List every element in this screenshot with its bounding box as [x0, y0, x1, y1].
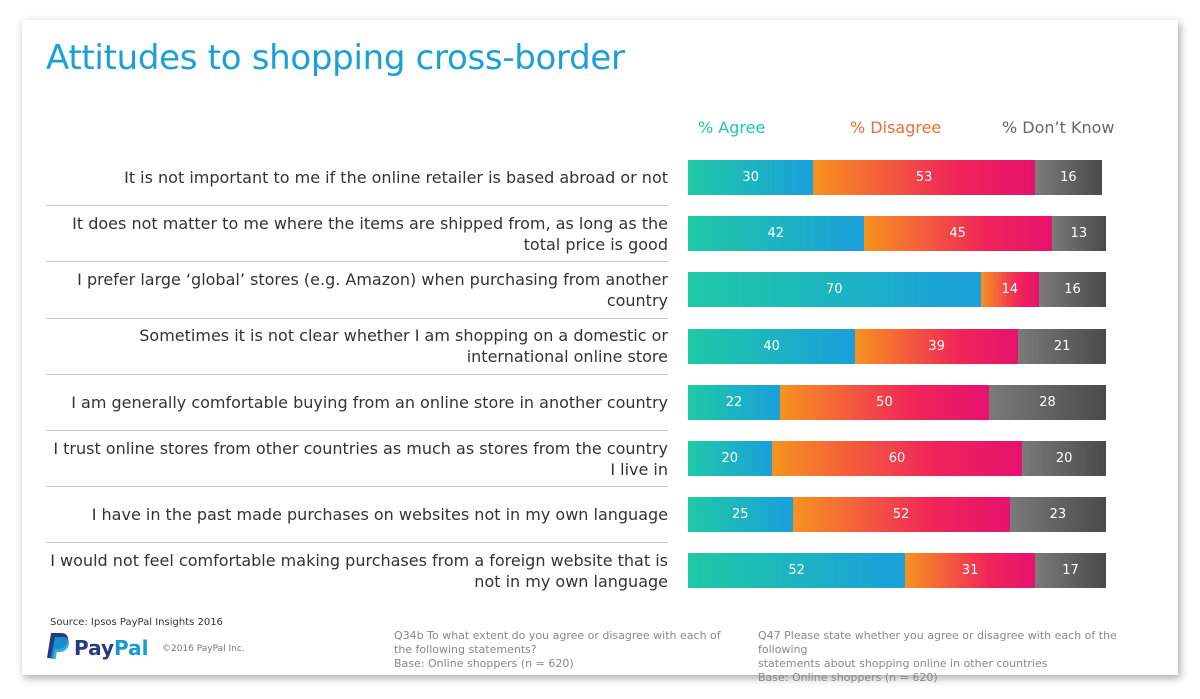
bar-segment-disagree: 60 [771, 441, 1023, 476]
bar-segment-dont-know: 20 [1022, 441, 1106, 476]
question-note-q47: Q47 Please state whether you agree or di… [758, 629, 1117, 684]
row-label: Sometimes it is not clear whether I am s… [139, 326, 668, 367]
bar-segment-dont-know: 13 [1051, 216, 1106, 252]
legend-disagree: % Disagree [850, 118, 942, 137]
bar-segment-disagree: 53 [813, 160, 1035, 195]
legend-dont-know: % Don’t Know [1002, 118, 1115, 137]
bar-segment-agree: 42 [688, 216, 864, 252]
row-label: I would not feel comfortable making purc… [50, 550, 668, 591]
bar-segment-agree: 30 [688, 160, 814, 195]
row-label: I have in the past made purchases on web… [91, 505, 668, 525]
bar-segment-agree: 70 [688, 272, 981, 308]
bar-segment-dont-know: 23 [1009, 497, 1106, 533]
bar-segment-dont-know: 28 [988, 384, 1106, 420]
row-separator [46, 317, 668, 319]
bar-segment-agree: 25 [688, 497, 793, 533]
bar-segment-disagree: 14 [980, 272, 1040, 308]
row-label: I trust online stores from other countri… [53, 438, 668, 479]
row-separator [46, 205, 668, 207]
bar-segment-disagree: 50 [779, 384, 989, 420]
row-label: I am generally comfortable buying from a… [71, 392, 668, 412]
bar-segment-agree: 20 [688, 441, 772, 476]
row-separator [46, 430, 668, 431]
question-note-q34b: Q34b To what extent do you agree or disa… [394, 629, 721, 670]
page-title: Attitudes to shopping cross-border [46, 38, 625, 78]
source-note: Source: Ipsos PayPal Insights 2016 [50, 617, 223, 628]
row-separator [46, 261, 668, 263]
copyright: ©2016 PayPal Inc. [162, 644, 245, 654]
bar-segment-agree: 40 [688, 328, 856, 364]
row-separator [46, 486, 668, 488]
bar-segment-dont-know: 16 [1039, 272, 1106, 308]
row-label: It does not matter to me where the items… [72, 213, 668, 254]
bar-segment-dont-know: 17 [1034, 553, 1106, 589]
row-label: I prefer large ‘global’ stores (e.g. Ama… [77, 269, 668, 310]
row-separator [46, 373, 668, 375]
bar-segment-dont-know: 21 [1018, 328, 1106, 364]
bar-segment-disagree: 31 [905, 553, 1035, 589]
bar-segment-agree: 52 [688, 553, 906, 589]
bar-segment-dont-know: 16 [1034, 160, 1102, 195]
paypal-logo-icon [47, 633, 70, 659]
bar-segment-disagree: 52 [792, 497, 1010, 533]
bar-segment-disagree: 39 [855, 328, 1019, 364]
bar-segment-agree: 22 [688, 384, 780, 420]
legend-agree: % Agree [698, 118, 766, 137]
bar-segment-disagree: 45 [863, 216, 1052, 252]
row-separator [46, 542, 668, 544]
slide: Attitudes to shopping cross-border % Agr… [22, 20, 1178, 684]
paypal-wordmark: PayPal [74, 636, 149, 660]
row-label: It is not important to me if the online … [124, 168, 668, 187]
